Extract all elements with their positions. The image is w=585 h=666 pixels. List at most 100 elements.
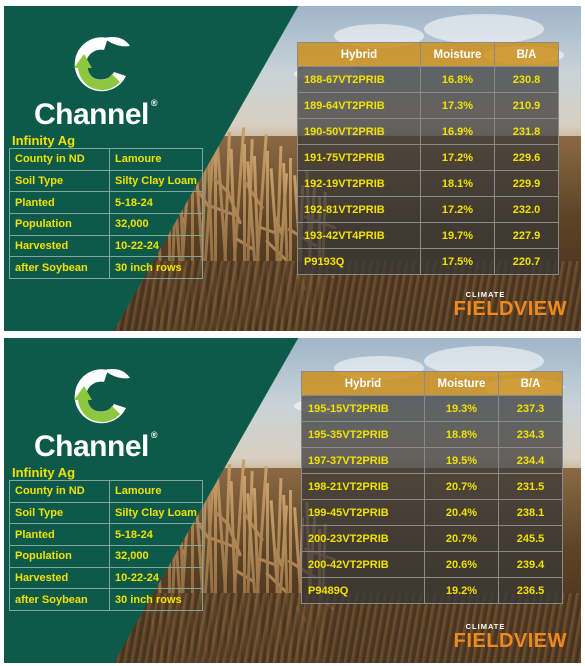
channel-logo-icon <box>74 369 130 424</box>
moisture-cell: 19.2% <box>424 577 499 604</box>
hybrid-cell: 192-19VT2PRIB <box>297 170 421 197</box>
table-row: 200-42VT2PRIB 20.6% 239.4 <box>301 551 563 578</box>
dealer-name: Infinity Ag <box>12 133 76 148</box>
moisture-cell: 19.3% <box>424 395 499 422</box>
table-row: P9489Q 19.2% 236.5 <box>301 577 563 604</box>
info-label: after Soybean <box>9 256 110 280</box>
corn-stalk <box>214 469 217 663</box>
hybrid-cell: 189-64VT2PRIB <box>297 92 421 119</box>
header-ba: B/A <box>494 42 559 67</box>
channel-logo-icon <box>74 37 130 92</box>
info-value: Lamoure <box>109 148 203 171</box>
info-value: Silty Clay Loam <box>109 501 203 525</box>
table-header-row: Hybrid Moisture B/A <box>297 42 559 67</box>
corn-stalk <box>243 144 246 331</box>
hybrid-cell: P9193Q <box>297 248 421 275</box>
info-row: Population 32,000 <box>9 545 203 568</box>
climate-fieldview-logo: CLIMATE FIELDVIEW <box>454 622 567 651</box>
dealer-name: Infinity Ag <box>12 465 76 480</box>
ba-cell: 238.1 <box>498 499 563 526</box>
hybrid-cell: 191-75VT2PRIB <box>297 144 421 171</box>
ba-cell: 236.5 <box>498 577 563 604</box>
info-value: 5-18-24 <box>109 191 203 215</box>
table-row: 195-35VT2PRIB 18.8% 234.3 <box>301 421 563 448</box>
moisture-cell: 17.2% <box>420 196 495 223</box>
header-moisture: Moisture <box>424 371 499 396</box>
info-row: Harvested 10-22-24 <box>9 566 203 590</box>
ba-cell: 234.4 <box>498 447 563 474</box>
info-label: Planted <box>9 191 110 215</box>
corn-stalk <box>289 158 292 331</box>
corn-stalk <box>214 137 217 331</box>
header-hybrid: Hybrid <box>297 42 421 67</box>
moisture-cell: 19.5% <box>424 447 499 474</box>
moisture-cell: 20.6% <box>424 551 499 578</box>
brand-name: Channel ® <box>34 430 158 463</box>
info-value: 10-22-24 <box>109 566 203 590</box>
hybrid-cell: 199-45VT2PRIB <box>301 499 425 526</box>
table-row: 192-81VT2PRIB 17.2% 232.0 <box>297 196 559 223</box>
info-label: Population <box>9 545 110 568</box>
info-label: Planted <box>9 523 110 547</box>
moisture-cell: 18.1% <box>420 170 495 197</box>
ba-cell: 210.9 <box>494 92 559 119</box>
moisture-cell: 17.5% <box>420 248 495 275</box>
moisture-cell: 19.7% <box>420 222 495 249</box>
info-label: County in ND <box>9 148 110 171</box>
header-ba: B/A <box>498 371 563 396</box>
info-label: Population <box>9 213 110 236</box>
info-row: after Soybean 30 inch rows <box>9 256 203 280</box>
hybrid-cell: 192-81VT2PRIB <box>297 196 421 223</box>
info-row: Planted 5-18-24 <box>9 191 203 215</box>
info-row: Soil Type Silty Clay Loam <box>9 169 203 193</box>
ba-cell: 234.3 <box>498 421 563 448</box>
table-row: 189-64VT2PRIB 17.3% 210.9 <box>297 92 559 119</box>
moisture-cell: 17.2% <box>420 144 495 171</box>
info-value: Lamoure <box>109 480 203 503</box>
table-header-row: Hybrid Moisture B/A <box>301 371 563 396</box>
table-row: 198-21VT2PRIB 20.7% 231.5 <box>301 473 563 500</box>
info-value: 5-18-24 <box>109 523 203 547</box>
hybrid-cell: 200-42VT2PRIB <box>301 551 425 578</box>
header-hybrid: Hybrid <box>301 371 425 396</box>
info-value: 10-22-24 <box>109 234 203 258</box>
info-label: County in ND <box>9 480 110 503</box>
hybrid-cell: 195-15VT2PRIB <box>301 395 425 422</box>
results-panel-2: Channel ® Infinity Ag County in ND Lamoure… <box>4 338 581 663</box>
ba-cell: 231.5 <box>498 473 563 500</box>
header-moisture: Moisture <box>420 42 495 67</box>
table-row: 191-75VT2PRIB 17.2% 229.6 <box>297 144 559 171</box>
table-row: 197-37VT2PRIB 19.5% 234.4 <box>301 447 563 474</box>
info-row: County in ND Lamoure <box>9 148 203 171</box>
plot-info-table: County in ND Lamoure Soil Type Silty Clay … <box>9 480 203 612</box>
hybrid-results-table: Hybrid Moisture B/A 195-15VT2PRIB 19.3% 23… <box>301 371 563 604</box>
hybrid-cell: 190-50VT2PRIB <box>297 118 421 145</box>
climate-fieldview-logo: CLIMATE FIELDVIEW <box>454 290 567 319</box>
table-row: 199-45VT2PRIB 20.4% 238.1 <box>301 499 563 526</box>
hybrid-cell: 197-37VT2PRIB <box>301 447 425 474</box>
table-row: 195-15VT2PRIB 19.3% 237.3 <box>301 395 563 422</box>
ba-cell: 220.7 <box>494 248 559 275</box>
moisture-cell: 16.8% <box>420 66 495 93</box>
table-row: 192-19VT2PRIB 18.1% 229.9 <box>297 170 559 197</box>
ba-cell: 232.0 <box>494 196 559 223</box>
ba-cell: 239.4 <box>498 551 563 578</box>
info-row: Soil Type Silty Clay Loam <box>9 501 203 525</box>
corn-stalk <box>289 490 292 663</box>
info-label: Soil Type <box>9 169 110 193</box>
info-value: 32,000 <box>109 545 203 568</box>
info-row: Population 32,000 <box>9 213 203 236</box>
moisture-cell: 20.7% <box>424 525 499 552</box>
ba-cell: 245.5 <box>498 525 563 552</box>
moisture-cell: 17.3% <box>420 92 495 119</box>
info-label: Soil Type <box>9 501 110 525</box>
ba-cell: 229.9 <box>494 170 559 197</box>
info-value: Silty Clay Loam <box>109 169 203 193</box>
moisture-cell: 16.9% <box>420 118 495 145</box>
ba-cell: 237.3 <box>498 395 563 422</box>
info-row: after Soybean 30 inch rows <box>9 588 203 612</box>
info-row: Harvested 10-22-24 <box>9 234 203 258</box>
table-row: 190-50VT2PRIB 16.9% 231.8 <box>297 118 559 145</box>
table-row: P9193Q 17.5% 220.7 <box>297 248 559 275</box>
hybrid-results-table: Hybrid Moisture B/A 188-67VT2PRIB 16.8% 23… <box>297 42 559 275</box>
